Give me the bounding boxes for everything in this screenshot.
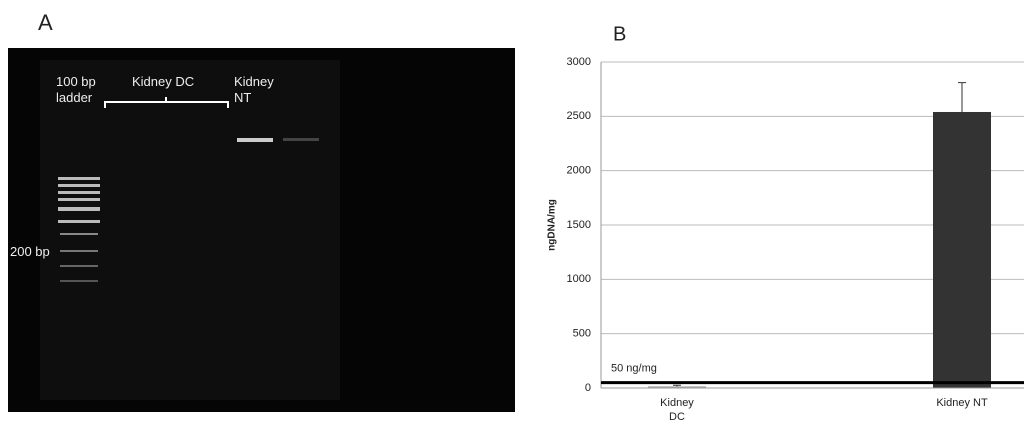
y-tick-label: 1000	[567, 273, 591, 285]
y-axis-label: ngDNA/mg	[547, 199, 558, 251]
panel-label: A	[38, 10, 53, 35]
panel-label: B	[613, 23, 626, 45]
y-tick-label: 3000	[567, 56, 591, 68]
y-tick-label: 2500	[567, 110, 591, 122]
lane-label: 100 bp ladder	[56, 74, 106, 106]
x-tick-label: Kidney NT	[922, 396, 1002, 410]
x-tick-label: Kidney DC	[653, 396, 701, 424]
y-tick-label: 2000	[567, 165, 591, 177]
nt-band	[237, 138, 273, 142]
y-tick-label: 500	[573, 328, 591, 340]
y-tick-label: 1500	[567, 219, 591, 231]
lane-label: Kidney NT	[234, 74, 284, 106]
gel-lanes	[40, 60, 340, 400]
bar	[933, 112, 991, 388]
reference-label: 50 ng/mg	[611, 362, 657, 374]
figure: A B ngDNA/mg 0 500 1000 1500 2000 2500 3000 50 …	[0, 0, 1024, 427]
faint-band	[283, 138, 319, 141]
marker-label: 200 bp	[10, 244, 50, 260]
figure-canvas: A B ngDNA/mg 0 500 1000 1500 2000 2500 3000 50 …	[0, 0, 1024, 427]
error-bar	[958, 83, 966, 112]
lane-label: Kidney DC	[132, 74, 194, 90]
error-bar	[673, 385, 681, 386]
y-tick-label: 0	[585, 382, 591, 394]
